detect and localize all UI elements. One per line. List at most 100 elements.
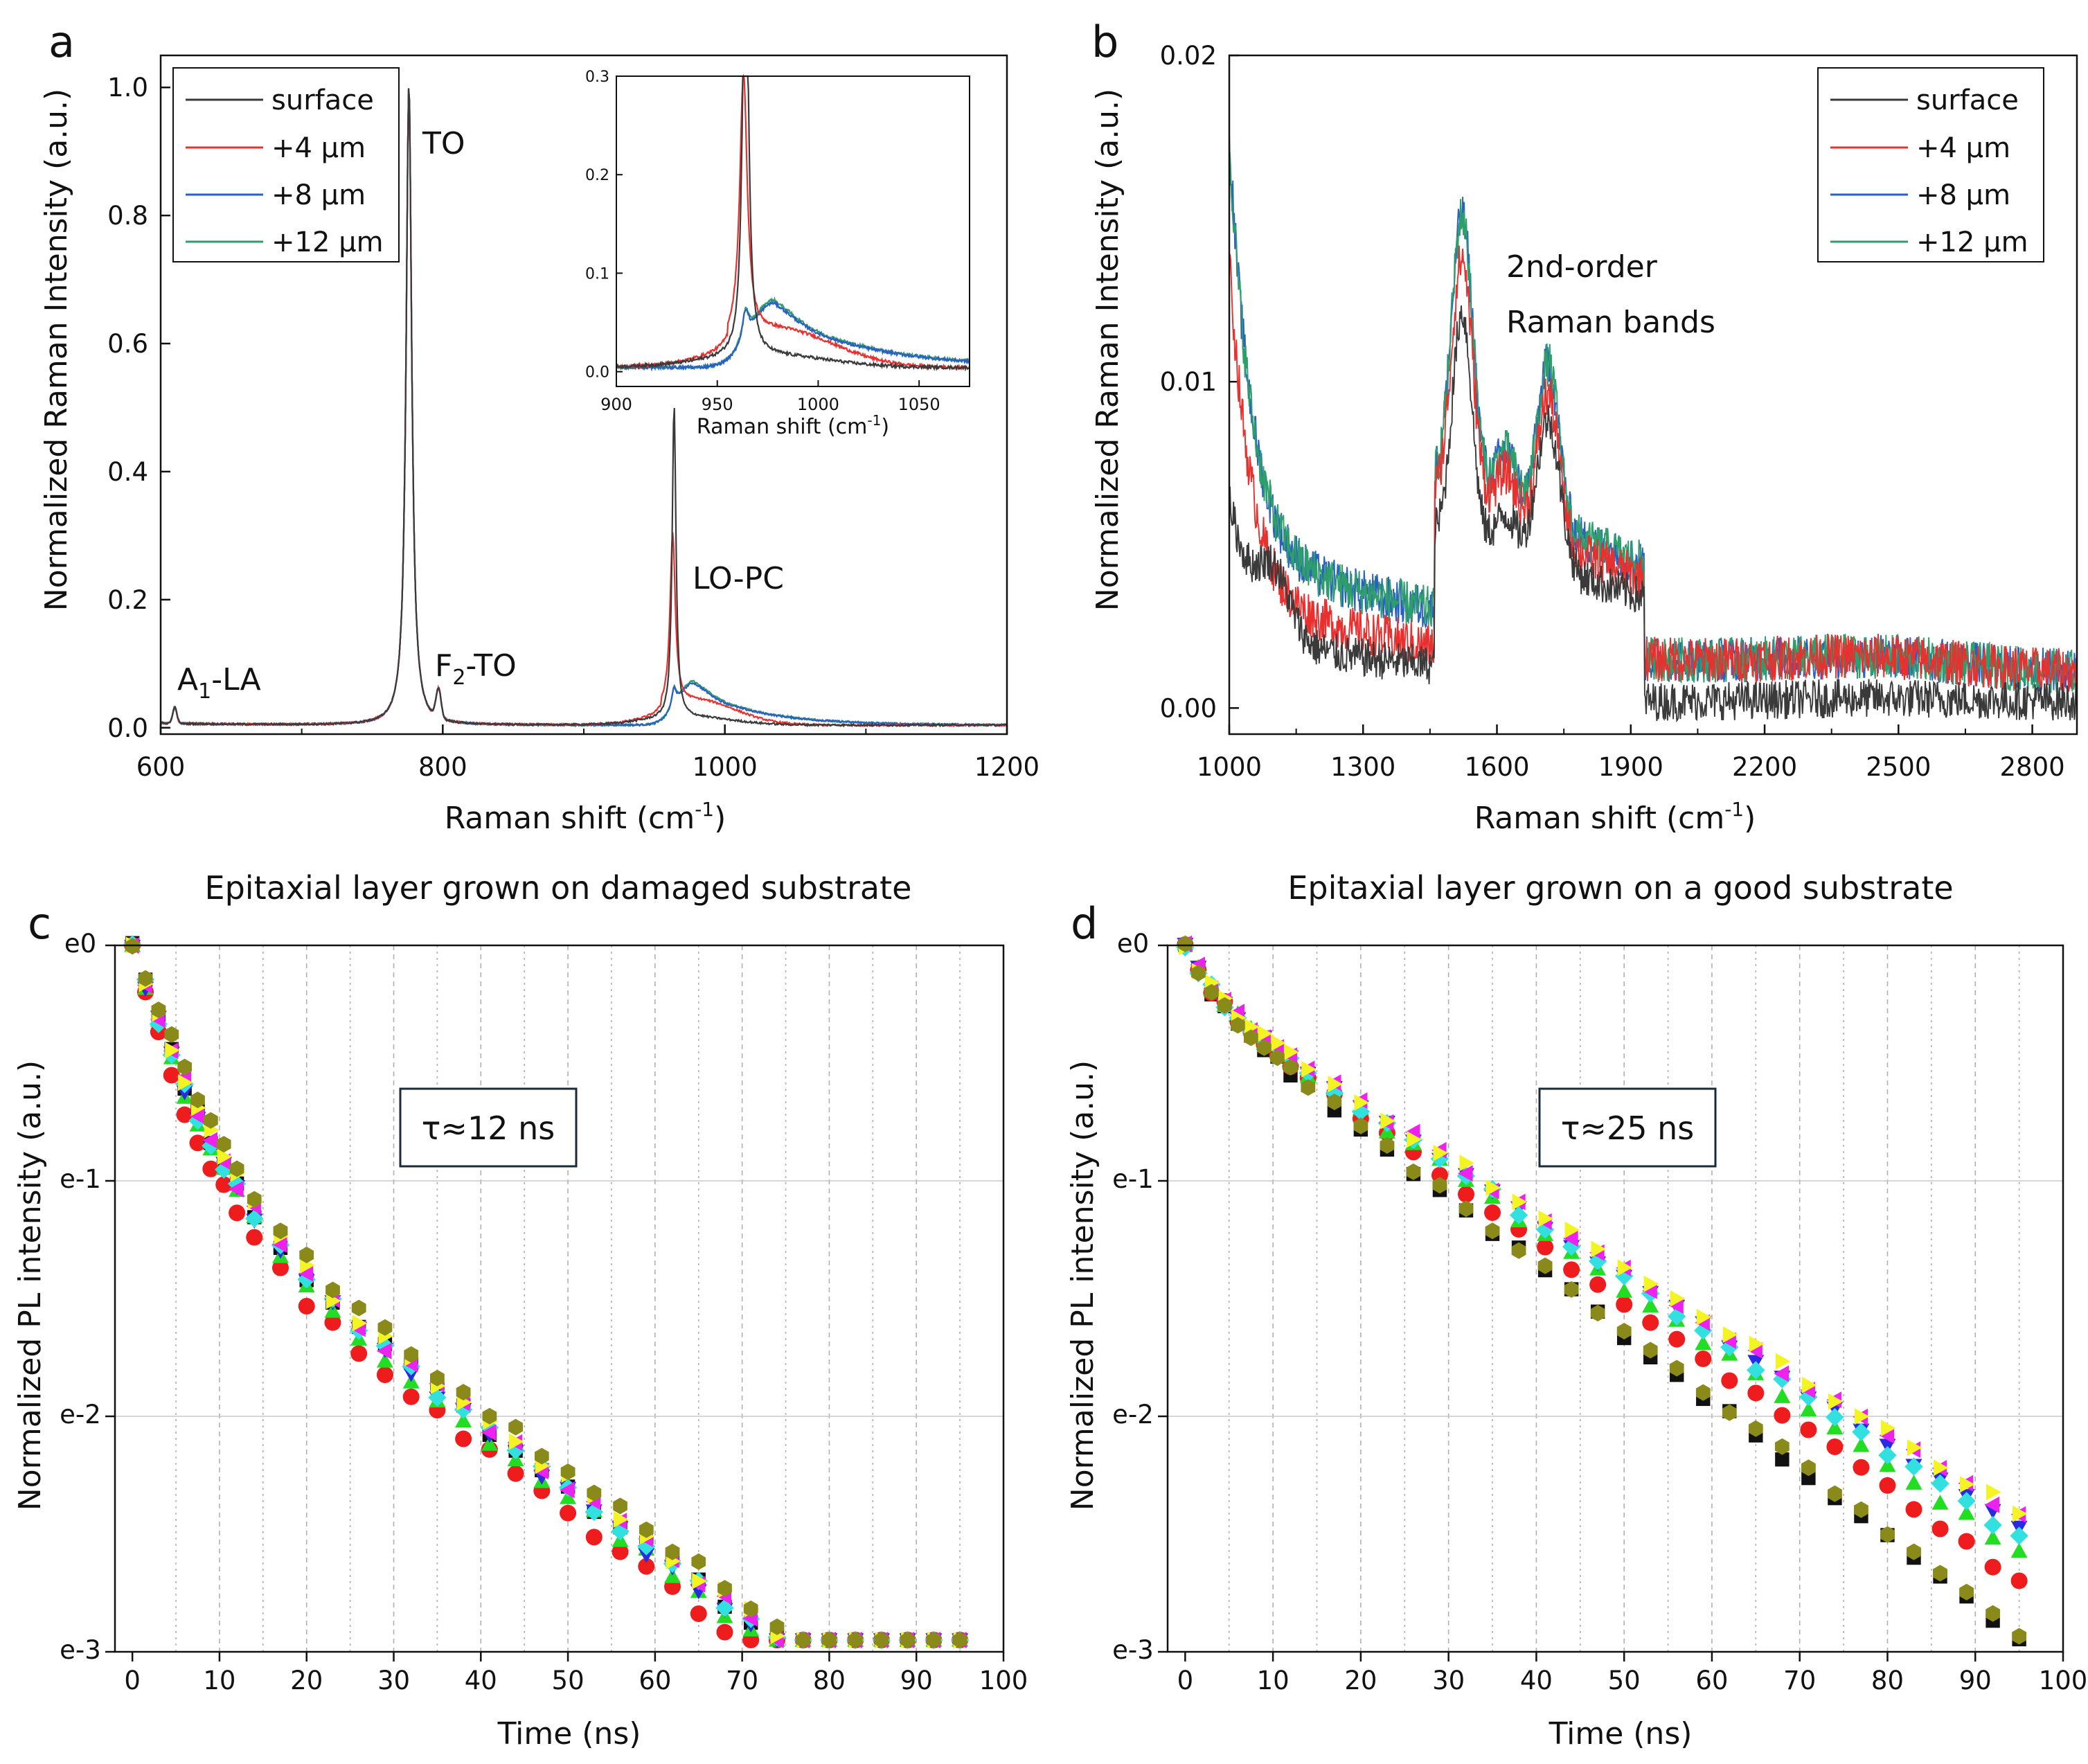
panel-b-x-tick-label: 1000 (1197, 752, 1262, 782)
panel-c-tau-annotation: τ≈12 ns (422, 1110, 555, 1147)
panel-d-point-triangle-up (1800, 1401, 1817, 1417)
panel-d-point-triangle-right (1986, 1484, 2001, 1501)
panel-b-line-0 (1229, 305, 2078, 723)
panel-d-point-triangle-right (1301, 1060, 1317, 1078)
panel-d-point-triangle-right (1270, 1035, 1286, 1051)
panel-c-point-hexagon (587, 1484, 602, 1502)
panel-a-series-lines (160, 88, 1008, 728)
panel-c-x-tick-label: 50 (552, 1666, 585, 1695)
panel-d-point-triangle-right (2013, 1505, 2028, 1522)
panel-c-point-hexagon (299, 1247, 314, 1263)
panel-d-point-triangle-right (1257, 1025, 1273, 1042)
panel-c-point-hexagon (874, 1632, 889, 1648)
panel-c-point-hexagon (204, 1112, 218, 1129)
panel-d-point-triangle-right (1538, 1210, 1554, 1227)
inset-x-axis-label: Raman shift (cm-1) (697, 412, 889, 439)
panel-c-point-triangle-left (298, 1265, 314, 1282)
panel-d-point-triangle-right (1907, 1439, 1922, 1456)
panel-d-point-hexagon (1880, 1526, 1895, 1543)
panel-c-point-triangle-left (481, 1424, 497, 1441)
panel-a-x-axis-label: Raman shift (cm-1) (445, 798, 726, 836)
panel-c-point-triangle-up (376, 1353, 393, 1368)
panel-c-y-tick-label: e-2 (60, 1400, 101, 1429)
panel-d-x-tick-label: 10 (1257, 1666, 1290, 1695)
panel-d-point-hexagon (1380, 1137, 1395, 1154)
panel-d-point-hexagon (1722, 1404, 1737, 1421)
panel-c-x-tick-label: 70 (726, 1666, 758, 1695)
panel-c-point-circle (376, 1366, 393, 1383)
panel-a-x-tick-label: 1200 (974, 752, 1039, 782)
panel-a-x-tick-label: 800 (418, 752, 467, 782)
panel-c-point-circle (229, 1204, 246, 1222)
panel-c-chart: c Epitaxial layer grown on damaged subst… (12, 869, 1028, 1752)
panel-letter-b: b (1091, 17, 1118, 67)
panel-d-point-triangle-right (1244, 1018, 1260, 1035)
inset-x-tick-label: 1000 (797, 395, 839, 414)
panel-c-point-circle (507, 1465, 524, 1482)
panel-b-chart: b Normalized Raman Intensity (a.u.) Rama… (1090, 17, 2078, 836)
panel-d-point-circle (1721, 1372, 1738, 1389)
inset-plot-frame (616, 75, 970, 387)
panel-c-point-hexagon (848, 1632, 863, 1648)
panel-d-point-hexagon (2012, 1628, 2026, 1645)
panel-c-point-hexagon (247, 1191, 262, 1208)
legend-a-label-4um: +4 μm (271, 132, 366, 164)
panel-d-point-hexagon (1828, 1485, 1842, 1502)
panel-d-point-triangle-right (1617, 1259, 1633, 1276)
panel-letter-c: c (28, 898, 51, 949)
panel-c-point-hexagon (190, 1092, 205, 1109)
panel-b-x-tick-label: 2800 (1999, 752, 2064, 782)
panel-d-point-square (1801, 1470, 1816, 1486)
panel-d-point-hexagon (1270, 1049, 1285, 1067)
panel-c-point-circle (298, 1298, 315, 1315)
panel-d-point-circle (1616, 1296, 1633, 1313)
panel-b-x-tick-label: 2200 (1732, 752, 1797, 782)
panel-d-point-hexagon (1564, 1281, 1579, 1298)
panel-d-point-triangle-right (1775, 1353, 1791, 1370)
panel-c-point-hexagon (927, 1632, 941, 1648)
panel-d-point-triangle-right (1459, 1155, 1474, 1172)
panel-c-point-triangle-right (165, 1042, 180, 1059)
panel-d-point-diamond (1983, 1515, 2002, 1535)
panel-b-x-tick-label: 1900 (1598, 752, 1663, 782)
panel-d-point-triangle-right (1328, 1076, 1343, 1093)
panel-d-point-triangle-left (1774, 1365, 1789, 1382)
panel-c-point-triangle-right (352, 1315, 368, 1332)
panel-d-point-circle (1984, 1558, 2001, 1576)
panel-c-point-diamond (297, 1270, 316, 1289)
panel-c-point-hexagon (639, 1521, 654, 1538)
panel-c-point-circle (350, 1345, 368, 1362)
panel-c-point-diamond (637, 1537, 656, 1556)
panel-c-point-hexagon (691, 1553, 706, 1570)
panel-d-y-tick-label: e-2 (1112, 1400, 1154, 1429)
panel-c-point-triangle-right (509, 1433, 524, 1450)
panel-c-point-hexagon (229, 1160, 244, 1177)
panel-d-title: Epitaxial layer grown on a good substrat… (1287, 869, 1953, 907)
panel-b-plot-frame (1228, 54, 2078, 736)
inset-y-tick-label: 0.2 (585, 167, 609, 184)
panel-d-point-triangle-right (1670, 1290, 1686, 1307)
panel-d-point-hexagon (1801, 1459, 1816, 1477)
panel-d-annotation-box (1538, 1087, 1717, 1168)
panel-c-y-tick-label: e0 (64, 929, 96, 959)
panel-d-point-circle (1905, 1501, 1922, 1518)
panel-d-point-circle (1800, 1421, 1817, 1438)
inset-y-tick-label: 0.0 (585, 364, 609, 382)
legend-b-label-4um: +4 μm (1916, 132, 2010, 164)
panel-c-y-tick-label: e-1 (60, 1164, 101, 1194)
panel-d-point-hexagon (1775, 1438, 1790, 1455)
panel-d-point-triangle-right (1960, 1476, 1975, 1493)
panel-c-ticks: 0 10 20 30 40 50 60 70 80 90 100 e0 e-1 e-2 e-3 (60, 929, 1028, 1695)
panel-c-point-hexagon (665, 1543, 680, 1560)
panel-c-point-circle (202, 1160, 220, 1177)
panel-d-ticks: 0 10 20 30 40 50 60 70 80 90 100 e0 e-1 e-2 e-3 (1112, 929, 2087, 1695)
panel-a-plot-frame (159, 54, 1008, 736)
inset-line-0 (616, 75, 971, 372)
panel-d-x-tick-label: 80 (1871, 1666, 1904, 1695)
panel-d-point-hexagon (1643, 1342, 1658, 1359)
panel-d-point-triangle-right (1354, 1094, 1369, 1111)
panel-b-ticks: 1000 1300 1600 1900 2200 2500 2800 0.00 0.01 0.02 (1160, 41, 2065, 782)
panel-d-point-circle (1826, 1438, 1844, 1455)
